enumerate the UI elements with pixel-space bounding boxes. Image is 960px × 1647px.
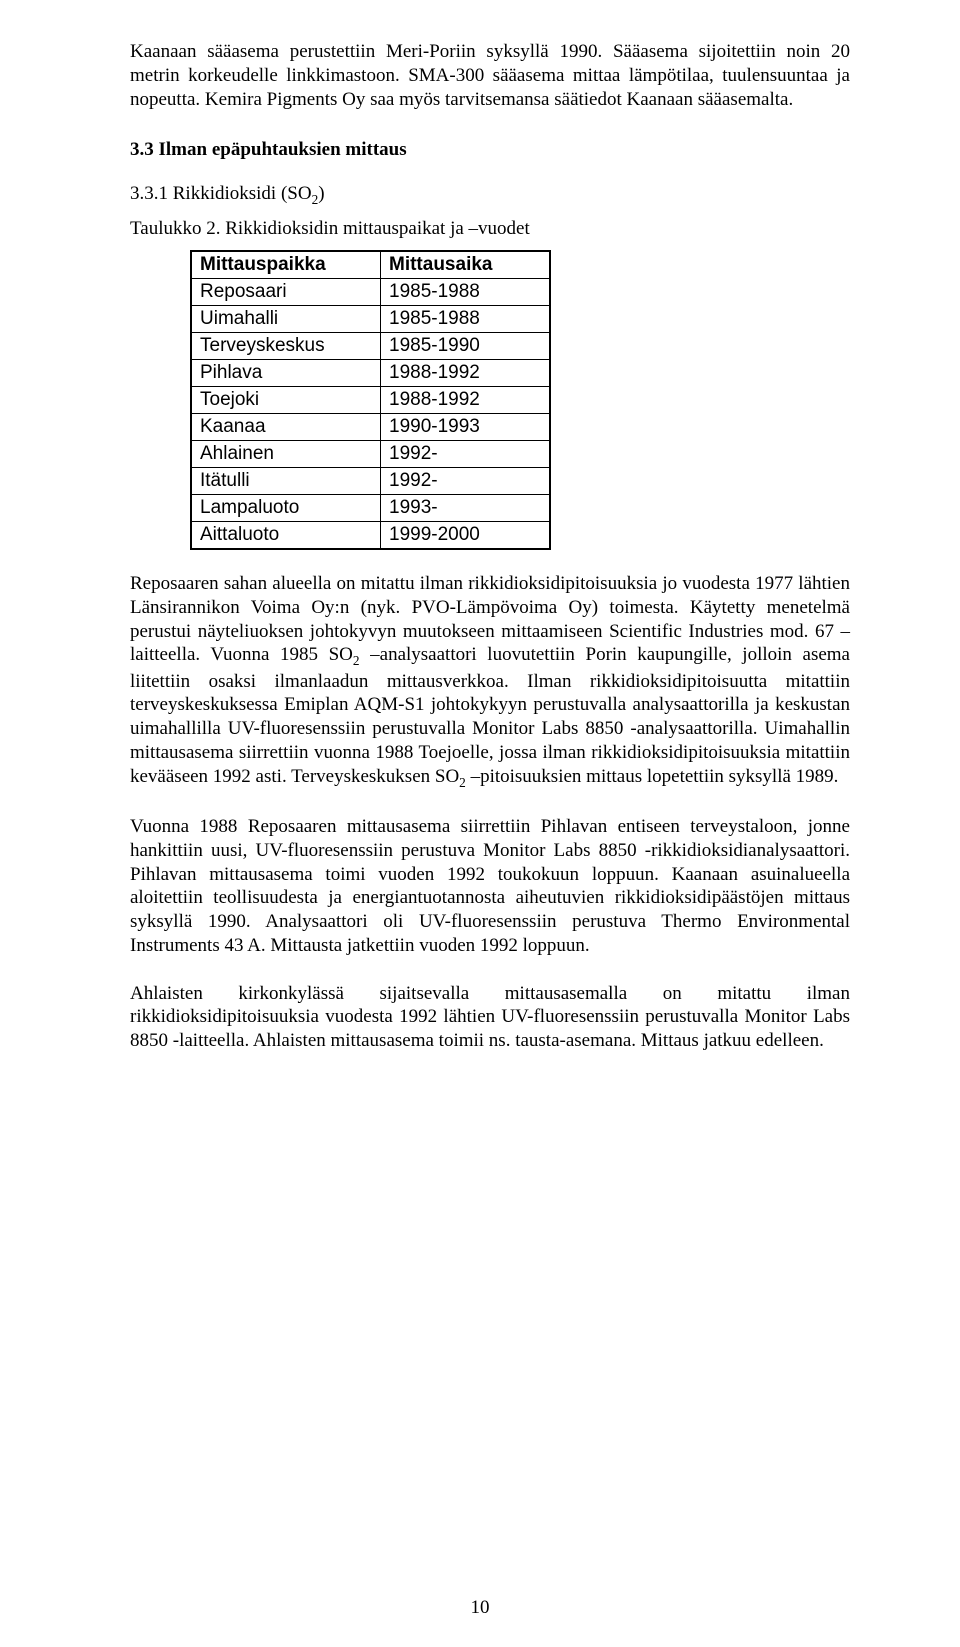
table-cell: 1985-1988 xyxy=(381,279,551,306)
paragraph-history-2: Vuonna 1988 Reposaaren mittausasema siir… xyxy=(130,815,850,958)
table-row: Toejoki 1988-1992 xyxy=(191,387,550,414)
table-cell: 1992- xyxy=(381,441,551,468)
table-cell: Pihlava xyxy=(191,360,381,387)
table-cell: 1985-1988 xyxy=(381,306,551,333)
table-row: Kaanaa 1990-1993 xyxy=(191,414,550,441)
para2-sub2: 2 xyxy=(459,775,466,790)
table-row: Terveyskeskus 1985-1990 xyxy=(191,333,550,360)
table-cell: Toejoki xyxy=(191,387,381,414)
document-page: Kaanaan sääasema perustettiin Meri-Porii… xyxy=(0,0,960,1647)
table-caption: Taulukko 2. Rikkidioksidin mittauspaikat… xyxy=(130,218,850,240)
paragraph-history-1: Reposaaren sahan alueella on mitattu ilm… xyxy=(130,572,850,791)
table-cell: Uimahalli xyxy=(191,306,381,333)
paragraph-intro: Kaanaan sääasema perustettiin Meri-Porii… xyxy=(130,40,850,111)
table-cell: 1988-1992 xyxy=(381,387,551,414)
table-cell: Aittaluoto xyxy=(191,522,381,550)
table-cell: 1993- xyxy=(381,495,551,522)
table-cell: Ahlainen xyxy=(191,441,381,468)
rikkidioksidi-table: Mittauspaikka Mittausaika Reposaari 1985… xyxy=(190,250,551,550)
table-row: Ahlainen 1992- xyxy=(191,441,550,468)
table-cell: 1988-1992 xyxy=(381,360,551,387)
para2-post: –pitoisuuksien mittaus lopetettiin syksy… xyxy=(466,766,839,787)
table-cell: Itätulli xyxy=(191,468,381,495)
paragraph-history-3: Ahlaisten kirkonkylässä sijaitsevalla mi… xyxy=(130,982,850,1053)
table-row: Uimahalli 1985-1988 xyxy=(191,306,550,333)
table-cell: 1990-1993 xyxy=(381,414,551,441)
heading-3-3-1: 3.3.1 Rikkidioksidi (SO2) xyxy=(130,183,850,208)
table-cell: 1985-1990 xyxy=(381,333,551,360)
table-header-cell: Mittauspaikka xyxy=(191,251,381,279)
table-header-row: Mittauspaikka Mittausaika xyxy=(191,251,550,279)
heading-3-3: 3.3 Ilman epäpuhtauksien mittaus xyxy=(130,139,850,161)
table-row: Reposaari 1985-1988 xyxy=(191,279,550,306)
table-cell: Lampaluoto xyxy=(191,495,381,522)
heading-3-3-1-post: ) xyxy=(318,183,324,204)
table-cell: 1992- xyxy=(381,468,551,495)
table-cell: Reposaari xyxy=(191,279,381,306)
table-row: Pihlava 1988-1992 xyxy=(191,360,550,387)
table-row: Itätulli 1992- xyxy=(191,468,550,495)
para2-sub: 2 xyxy=(353,653,360,668)
table-header-cell: Mittausaika xyxy=(381,251,551,279)
table-cell: Kaanaa xyxy=(191,414,381,441)
heading-3-3-1-pre: 3.3.1 Rikkidioksidi (SO xyxy=(130,183,312,204)
table-row: Aittaluoto 1999-2000 xyxy=(191,522,550,550)
page-number: 10 xyxy=(0,1597,960,1619)
table-cell: 1999-2000 xyxy=(381,522,551,550)
table-row: Lampaluoto 1993- xyxy=(191,495,550,522)
table-cell: Terveyskeskus xyxy=(191,333,381,360)
